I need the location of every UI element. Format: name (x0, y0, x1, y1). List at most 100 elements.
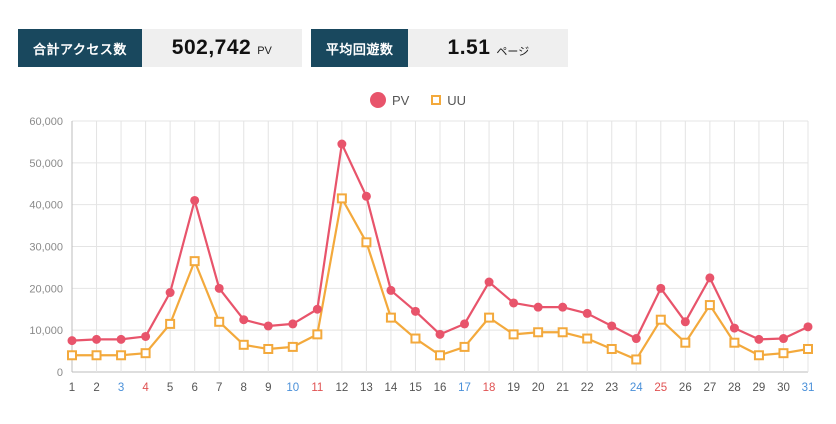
legend-label-uu: UU (447, 92, 467, 108)
uu-point (778, 348, 789, 359)
uu-point (287, 341, 298, 352)
uu-point (140, 348, 151, 359)
uu-point (655, 314, 666, 325)
uu-square-marker-icon (431, 95, 442, 105)
pv-point (165, 288, 175, 298)
legend-item-pv: PV (369, 92, 410, 108)
x-tick-label-day-6: 6 (191, 382, 197, 394)
x-tick-label-day-11: 11 (311, 382, 323, 394)
uu-point (803, 343, 813, 354)
uu-point (484, 312, 495, 323)
stat-average-pages: 平均回遊数 1.51 ページ (310, 29, 569, 67)
pv-point (214, 283, 224, 293)
x-tick-label-day-24: 24 (630, 382, 643, 394)
y-tick-label: 50,000 (29, 158, 63, 170)
x-tick-label-day-21: 21 (556, 382, 569, 394)
uu-point (582, 333, 593, 344)
x-tick-label-day-17: 17 (458, 382, 471, 394)
legend-label-pv: PV (391, 92, 410, 108)
pv-point (312, 304, 322, 314)
pv-point (435, 329, 445, 339)
stat-average-pages-value: 1.51 ページ (408, 29, 569, 67)
uu-point (533, 327, 544, 338)
x-tick-label-day-22: 22 (581, 382, 594, 394)
uu-point (238, 339, 249, 350)
x-tick-label-day-8: 8 (241, 382, 247, 394)
stat-total-access: 合計アクセス数 502,742 PV (18, 29, 302, 67)
pv-point (288, 319, 298, 329)
x-tick-label-day-5: 5 (167, 382, 173, 394)
pv-circle-marker-icon (369, 92, 386, 108)
pv-point (607, 321, 617, 331)
legend-item-uu: UU (431, 93, 466, 108)
uu-point (508, 329, 519, 340)
pv-point (361, 191, 371, 201)
pv-point (92, 334, 102, 344)
stat-average-pages-unit: ページ (496, 45, 530, 58)
pv-point (67, 336, 77, 346)
uu-point (336, 193, 347, 204)
y-tick-label: 20,000 (29, 283, 63, 295)
pv-point (533, 302, 543, 312)
x-tick-label-day-12: 12 (335, 382, 348, 394)
x-tick-label-day-10: 10 (286, 382, 299, 394)
uu-point (165, 318, 176, 329)
uu-point (631, 354, 642, 365)
pv-point (754, 334, 764, 344)
uu-point (410, 333, 421, 344)
uu-point (606, 343, 617, 354)
x-tick-label-day-18: 18 (483, 382, 496, 394)
x-tick-label-day-28: 28 (728, 382, 741, 394)
x-tick-label-day-27: 27 (703, 382, 716, 394)
x-tick-label-day-30: 30 (777, 382, 790, 394)
y-tick-label: 60,000 (29, 116, 63, 128)
x-tick-label-day-20: 20 (532, 382, 545, 394)
x-tick-label-day-9: 9 (265, 382, 271, 394)
stat-total-access-number: 502,742 (171, 36, 252, 59)
pv-point (116, 334, 126, 344)
pv-point (484, 277, 494, 287)
stats-row: 合計アクセス数 502,742 PV 平均回遊数 1.51 ページ (0, 0, 836, 67)
uu-point (189, 256, 200, 267)
stat-average-pages-label: 平均回遊数 (310, 29, 409, 67)
pv-point (460, 319, 470, 329)
uu-point (753, 350, 764, 361)
pv-point (631, 334, 641, 344)
pv-point (803, 322, 813, 332)
pv-point (680, 317, 690, 327)
y-tick-label: 10,000 (29, 325, 63, 337)
pv-point (239, 315, 249, 325)
x-tick-label-day-3: 3 (118, 382, 124, 394)
uu-point (729, 337, 740, 348)
uu-point (361, 237, 372, 248)
chart-legend: PV UU (0, 91, 836, 109)
pv-point (190, 195, 200, 205)
uu-point (67, 350, 77, 361)
x-tick-label-day-26: 26 (679, 382, 692, 394)
stat-total-access-label: 合計アクセス数 (18, 29, 142, 67)
x-tick-label-day-2: 2 (93, 382, 99, 394)
stat-total-access-value: 502,742 PV (141, 29, 302, 67)
pv-point (582, 308, 592, 318)
uu-point (385, 312, 396, 323)
pv-point (778, 334, 788, 344)
pv-point (386, 285, 396, 295)
pv-point (263, 321, 273, 331)
uu-point (263, 343, 274, 354)
x-tick-label-day-4: 4 (142, 382, 149, 394)
x-tick-label-day-23: 23 (605, 382, 618, 394)
stat-average-pages-number: 1.51 (447, 36, 491, 59)
pv-point (337, 139, 347, 149)
uu-point (91, 350, 102, 361)
x-tick-label-day-14: 14 (385, 382, 398, 394)
uu-point (680, 337, 691, 348)
uu-point (214, 316, 225, 327)
pv-point (705, 273, 715, 283)
x-tick-label-day-7: 7 (216, 382, 222, 394)
x-tick-label-day-13: 13 (360, 382, 373, 394)
pv-point (410, 306, 420, 316)
x-tick-label-day-29: 29 (753, 382, 766, 394)
x-tick-label-day-31: 31 (802, 382, 815, 394)
